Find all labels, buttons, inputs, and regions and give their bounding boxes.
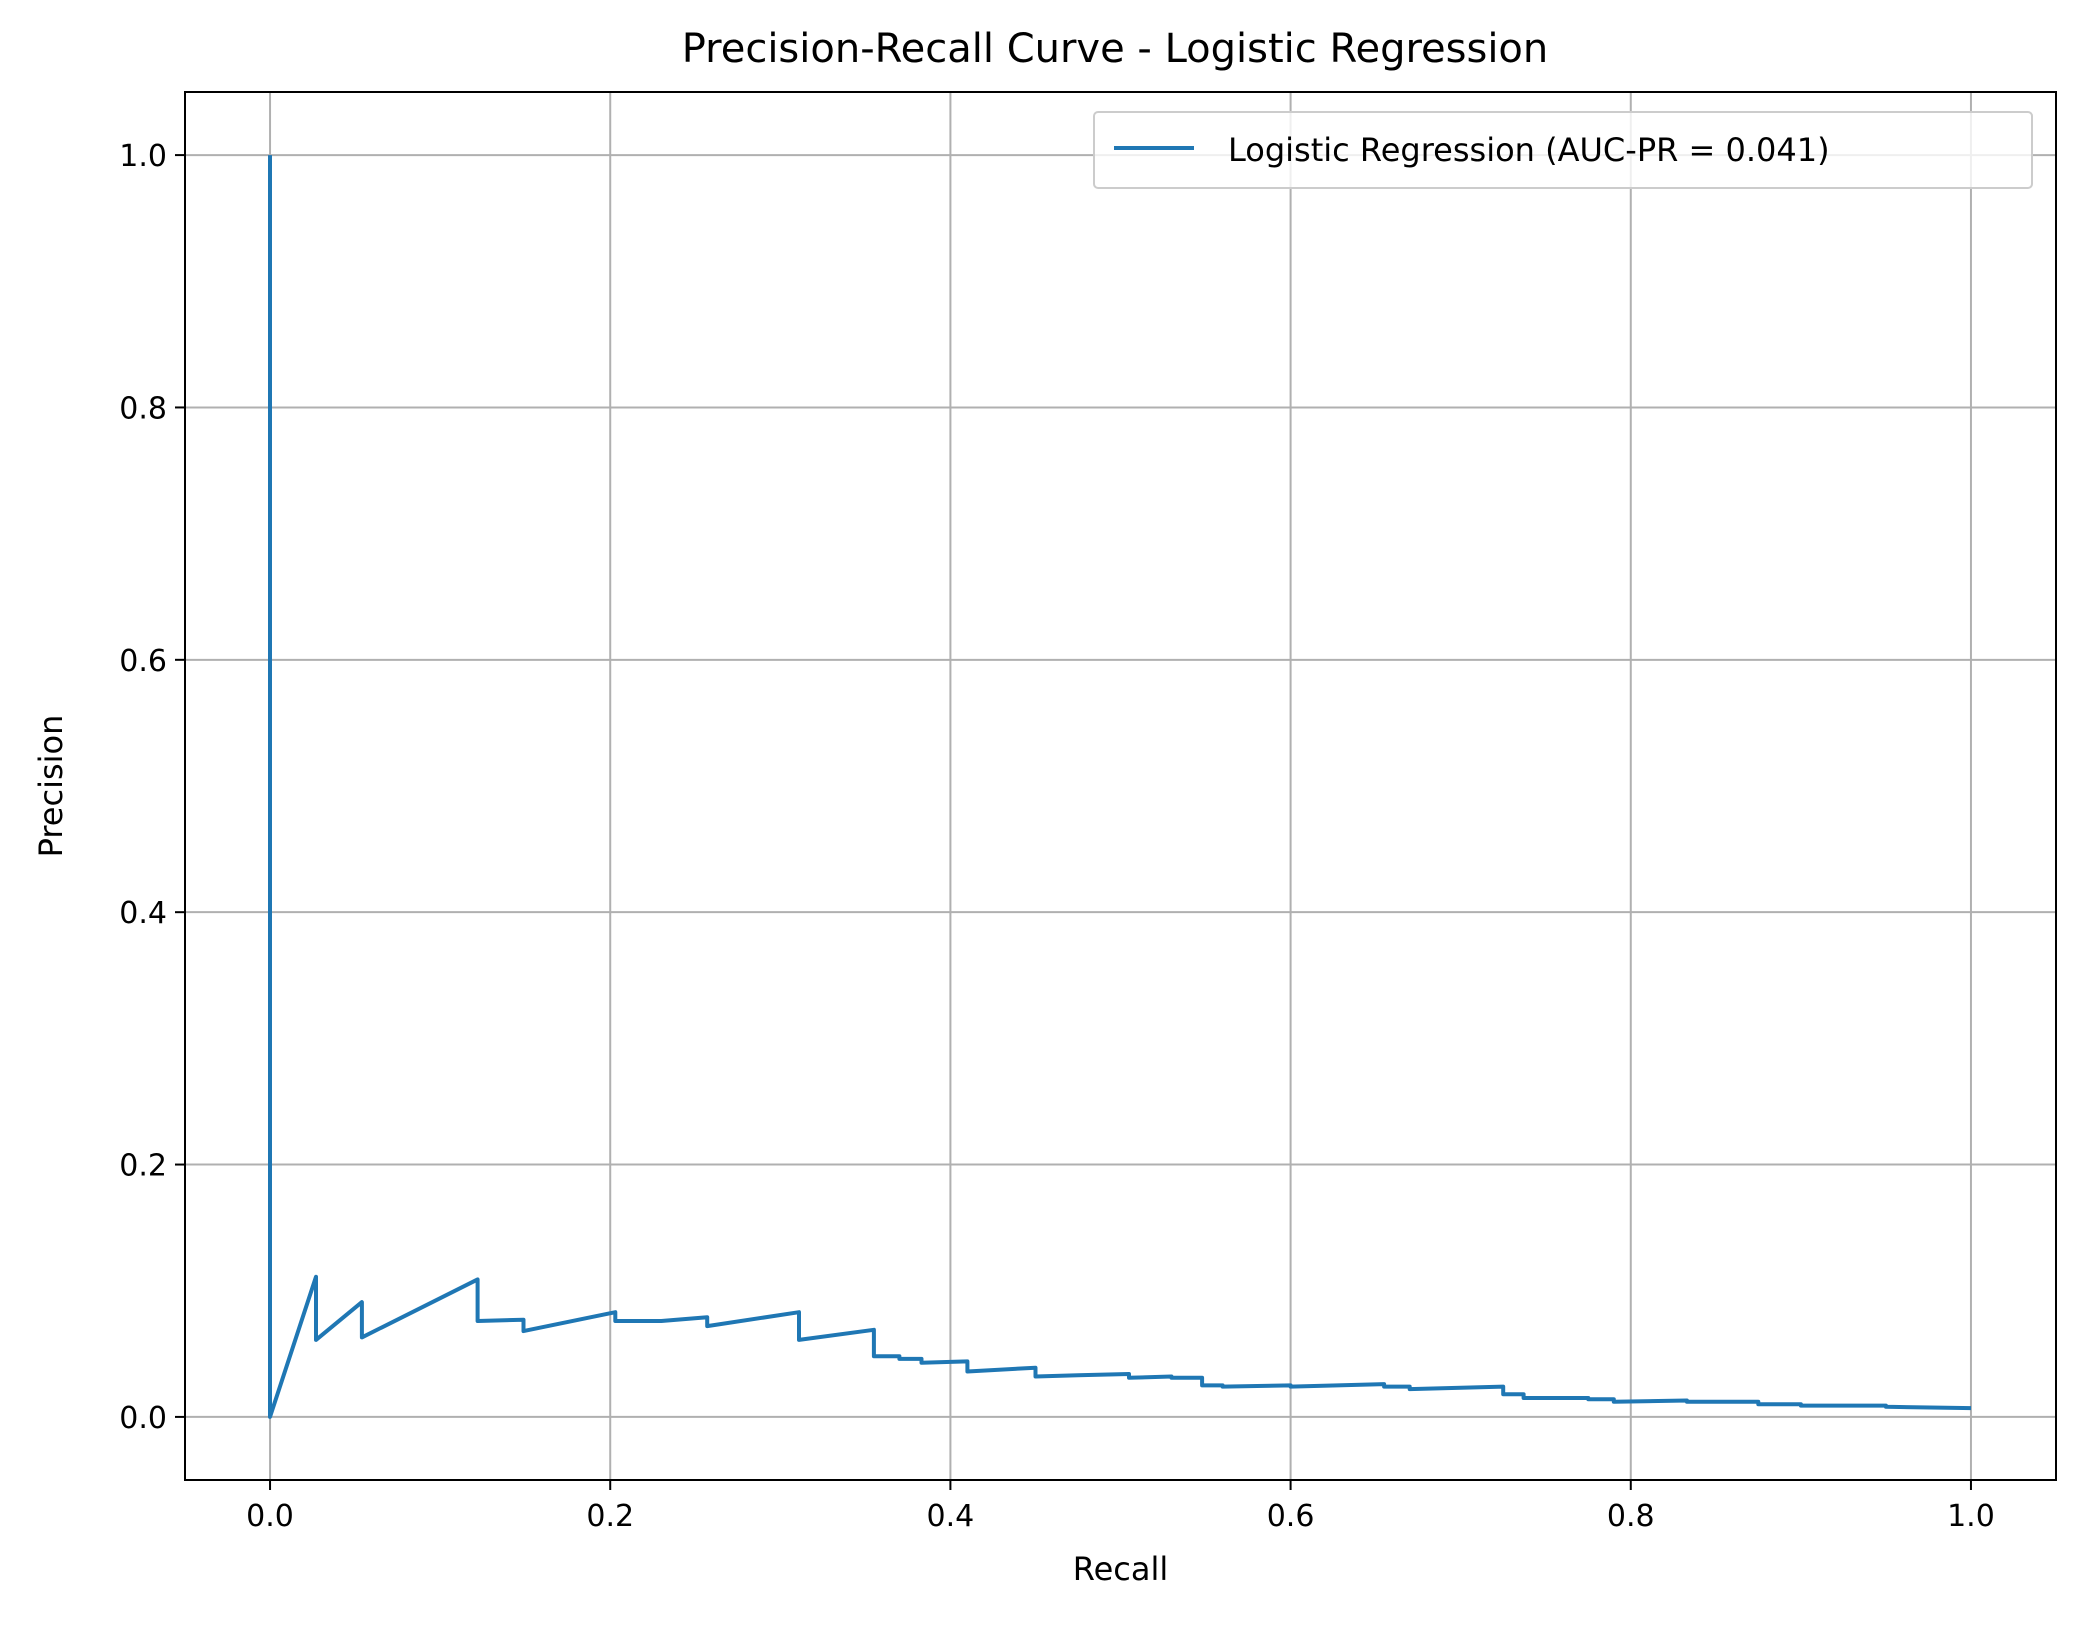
series-layer <box>268 155 1972 1419</box>
x-tick-label: 0.0 <box>246 1499 294 1534</box>
y-tick-label: 0.0 <box>119 1401 167 1436</box>
chart-title: Precision-Recall Curve - Logistic Regres… <box>682 26 1549 72</box>
y-tick-label: 0.2 <box>119 1149 167 1184</box>
legend-box <box>1093 111 2033 189</box>
y-axis-label: Precision <box>32 715 70 858</box>
x-tick-label: 0.4 <box>927 1499 975 1534</box>
x-tick-label: 1.0 <box>1947 1499 1995 1534</box>
y-tick-label: 0.8 <box>119 391 167 426</box>
legend-label: Logistic Regression (AUC-PR = 0.041) <box>1228 131 1830 169</box>
series-line <box>268 155 1972 1419</box>
x-tick-label: 0.6 <box>1267 1499 1315 1534</box>
axes-frame <box>184 91 2057 1481</box>
y-tick-label: 0.4 <box>119 896 167 931</box>
x-tick-label: 0.8 <box>1607 1499 1655 1534</box>
legend: Logistic Regression (AUC-PR = 0.041) <box>1093 111 2033 189</box>
tick-layer: 0.0 0.2 0.4 0.6 0.8 1.0 0.0 0.2 0.4 0.6 0.8 1.0 <box>119 139 1995 1534</box>
y-tick-label: 0.6 <box>119 644 167 679</box>
x-tick-label: 0.2 <box>586 1499 634 1534</box>
grid-layer <box>185 92 2056 1480</box>
x-axis-label: Recall <box>1073 1550 1168 1588</box>
y-tick-label: 1.0 <box>119 139 167 174</box>
